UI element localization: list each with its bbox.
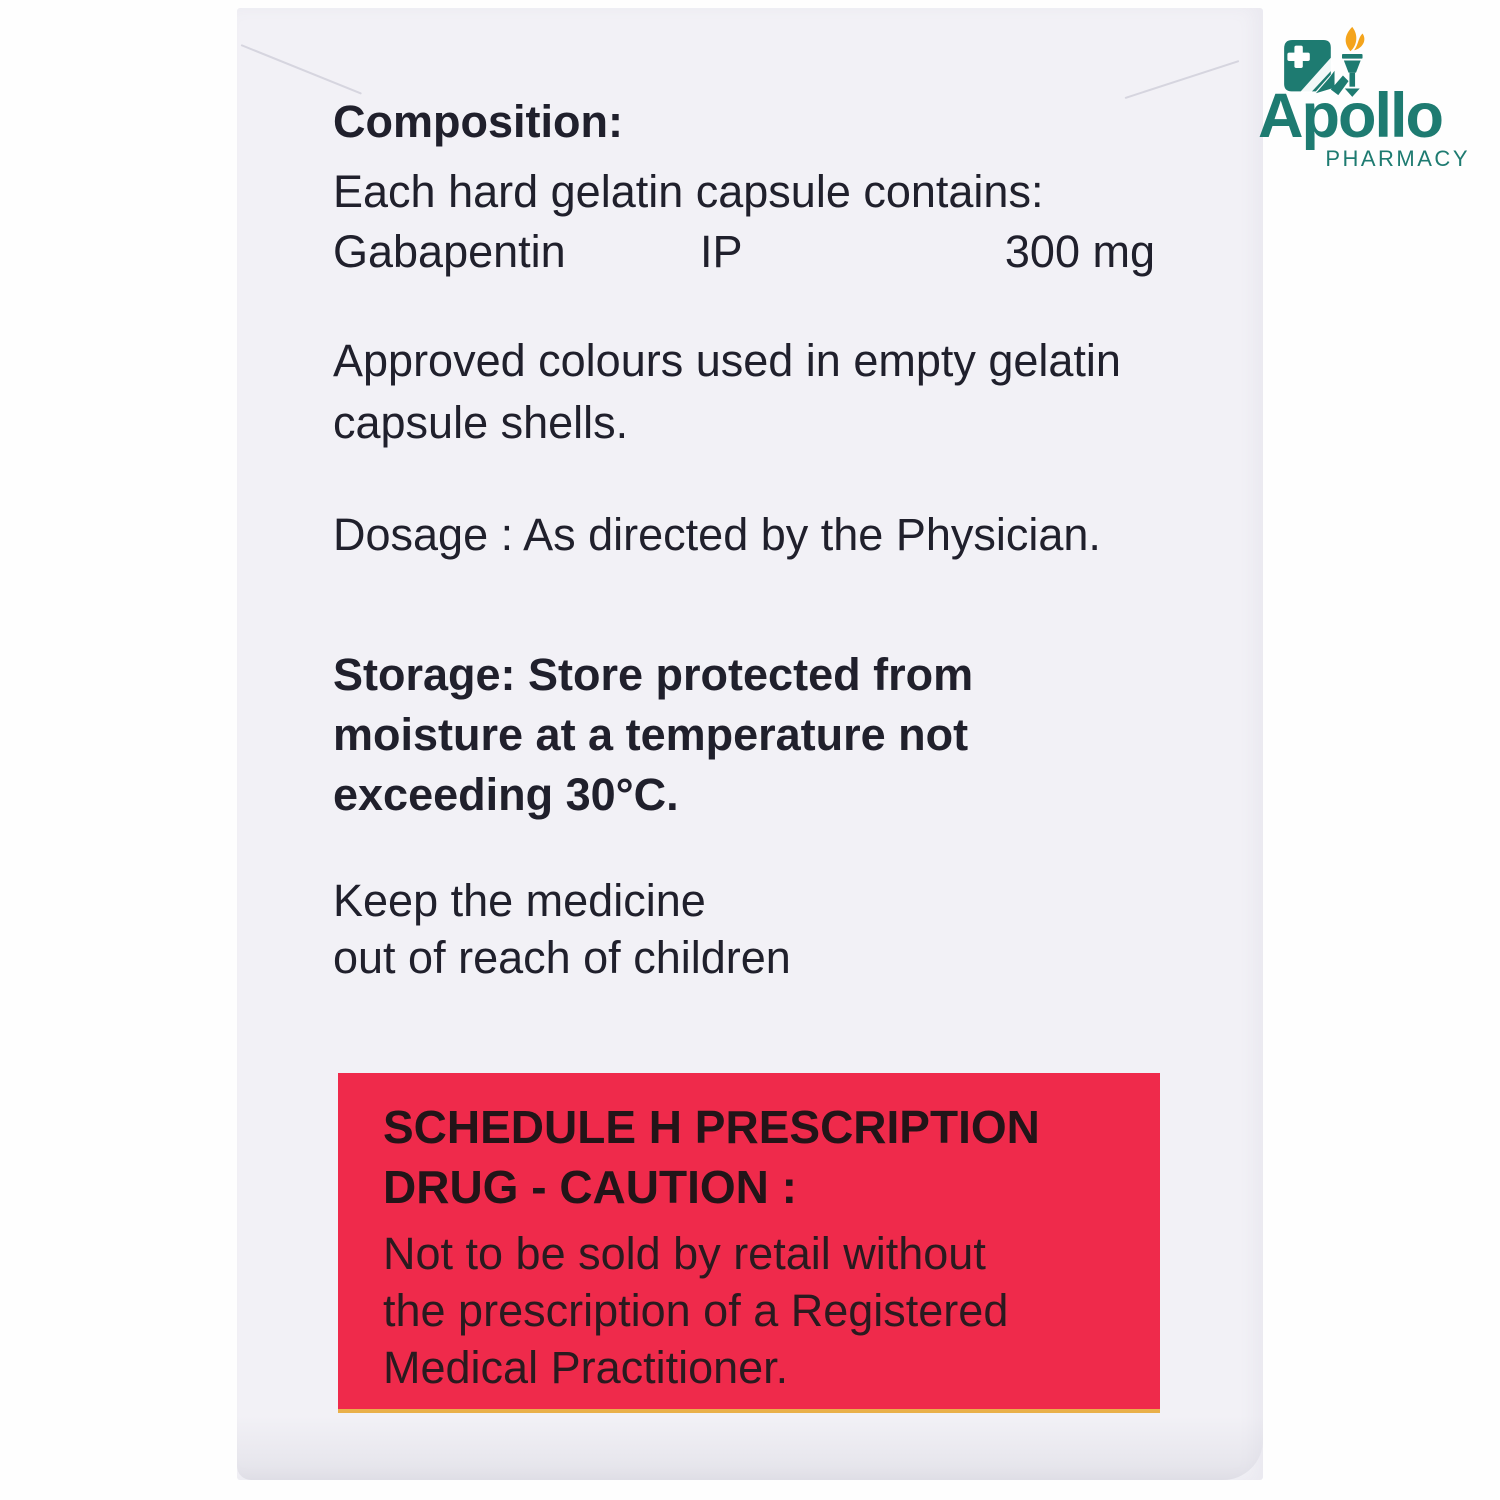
approved-colours-note: Approved colours used in empty gelatin c…: [333, 330, 1121, 454]
storage-line1: Storage: Store protected from: [333, 649, 974, 700]
ingredient-standard: IP: [700, 226, 743, 277]
schedule-h-heading-line1: SCHEDULE H PRESCRIPTION: [383, 1101, 1040, 1153]
ingredient-strength: 300 mg: [1004, 226, 1155, 277]
box-crease-left: [240, 44, 362, 95]
keep-away-line2: out of reach of children: [333, 932, 791, 983]
composition-heading: Composition:: [333, 96, 623, 147]
approved-colours-line1: Approved colours used in empty gelatin: [333, 335, 1121, 386]
brand-name: Apollo: [1258, 81, 1444, 151]
keep-away-note: Keep the medicine out of reach of childr…: [333, 872, 791, 986]
apollo-torch-shield-icon: [1284, 26, 1365, 97]
schedule-h-warning-box: SCHEDULE H PRESCRIPTION DRUG - CAUTION :…: [338, 1073, 1160, 1413]
storage-line3: exceeding 30°C.: [333, 769, 679, 820]
box-crease-right: [1124, 60, 1240, 100]
medicine-box-back-panel: Composition: Each hard gelatin capsule c…: [237, 8, 1263, 1480]
schedule-h-heading-line2: DRUG - CAUTION :: [383, 1161, 797, 1213]
dosage-line: Dosage : As directed by the Physician.: [333, 509, 1101, 560]
apollo-pharmacy-logo: Apollo PHARMACY: [1258, 26, 1474, 176]
brand-subtitle: PHARMACY: [1325, 146, 1470, 171]
schedule-h-body-line2: the prescription of a Registered: [383, 1285, 1009, 1336]
keep-away-line1: Keep the medicine: [333, 875, 706, 926]
ingredient-row: Gabapentin IP 300 mg: [333, 222, 1155, 282]
schedule-h-body: Not to be sold by retail without the pre…: [383, 1225, 1160, 1396]
schedule-h-body-line3: Medical Practitioner.: [383, 1342, 789, 1393]
ingredient-name: Gabapentin: [333, 226, 566, 277]
schedule-h-heading: SCHEDULE H PRESCRIPTION DRUG - CAUTION :: [383, 1097, 1160, 1217]
schedule-h-body-line1: Not to be sold by retail without: [383, 1228, 986, 1279]
approved-colours-line2: capsule shells.: [333, 397, 629, 448]
storage-line2: moisture at a temperature not: [333, 709, 969, 760]
composition-intro: Each hard gelatin capsule contains:: [333, 166, 1044, 217]
storage-note: Storage: Store protected from moisture a…: [333, 645, 973, 825]
